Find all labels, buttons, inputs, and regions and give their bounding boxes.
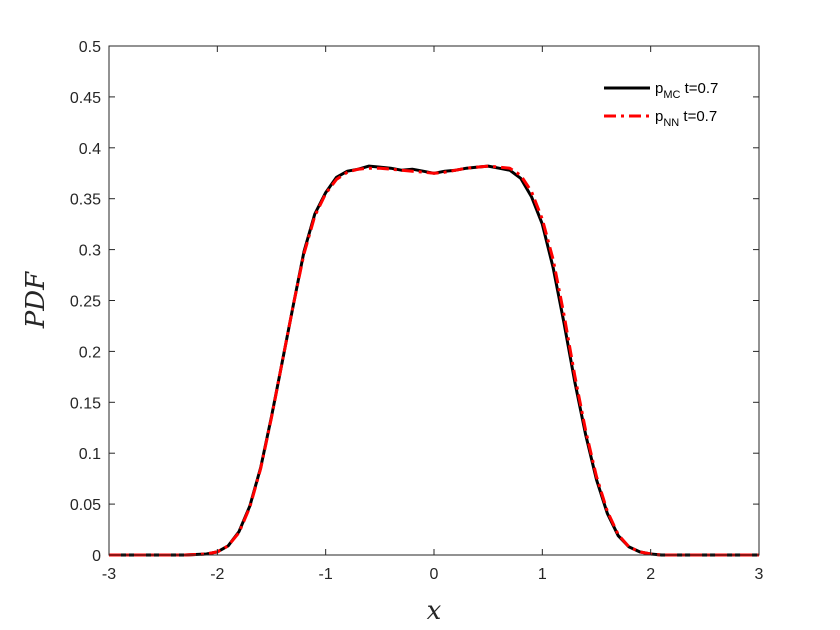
x-tick-label: 0 [430,566,439,583]
x-tick-label: -1 [319,566,333,583]
x-tick-label: -3 [102,566,116,583]
y-tick-label: 0.4 [79,141,101,158]
y-tick-label: 0.15 [70,395,101,412]
y-tick-label: 0.05 [70,497,101,514]
y-tick-label: 0 [92,548,101,565]
x-tick-label: 2 [646,566,655,583]
series-lines [109,164,759,557]
plot-area [109,46,759,555]
x-tick-label: -2 [210,566,224,583]
legend: pMC t=0.7 pNN t=0.7 [604,80,718,129]
y-axis-label: PDF [21,271,51,329]
y-tick-label: 0.1 [79,446,101,463]
series-line-nn [109,164,759,557]
y-tick-label: 0.45 [70,90,101,107]
legend-entry-nn: pNN t=0.7 [655,108,717,129]
y-tick-label: 0.3 [79,243,101,260]
y-tick-label: 0.2 [79,344,101,361]
y-tick-label: 0.35 [70,192,101,209]
x-axis-label: x [427,596,442,626]
y-tick-label: 0.25 [70,294,101,311]
axis-ticks [108,45,760,556]
x-tick-label: 3 [755,566,764,583]
y-tick-label: 0.5 [79,39,101,56]
legend-entry-mc: pMC t=0.7 [655,80,718,101]
tick-labels: -3 -2 -1 0 1 2 3 0 0.05 0.1 0.15 0.2 0.25 0.3 0.35 0.4 0… [70,39,764,583]
x-tick-label: 1 [538,566,547,583]
